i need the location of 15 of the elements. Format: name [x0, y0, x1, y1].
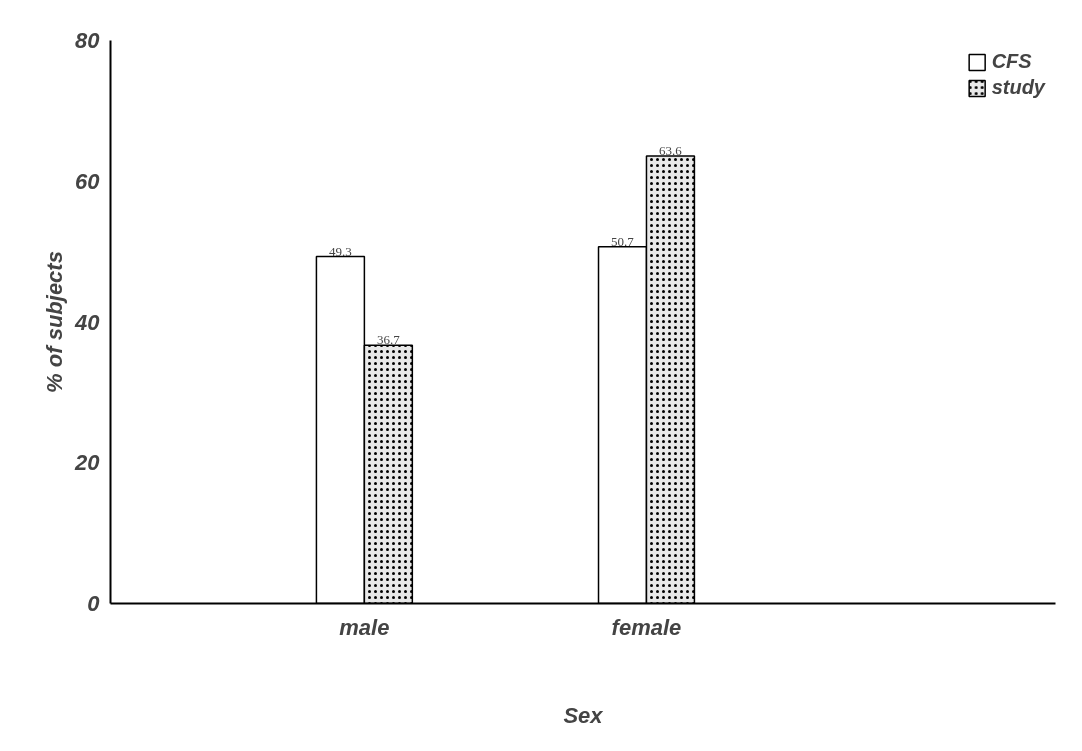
- data-label: 50.7: [611, 233, 635, 249]
- y-tick-label: 0: [87, 591, 101, 616]
- y-tick-label: 80: [75, 28, 101, 53]
- data-label: 36.7: [376, 332, 401, 348]
- x-tick-label: female: [611, 614, 682, 640]
- x-axis-title: Sex: [563, 702, 604, 728]
- y-tick-label: 60: [75, 168, 101, 194]
- legend-label: study: [991, 76, 1045, 99]
- data-label: 63.6: [659, 142, 683, 158]
- y-axis-title: % of subjects: [42, 251, 68, 393]
- y-tick-label: 40: [74, 309, 101, 335]
- x-tick-label: male: [339, 614, 390, 640]
- legend-label: CFS: [991, 50, 1032, 73]
- y-tick-label: 20: [74, 450, 101, 476]
- data-label: 49.3: [329, 243, 352, 259]
